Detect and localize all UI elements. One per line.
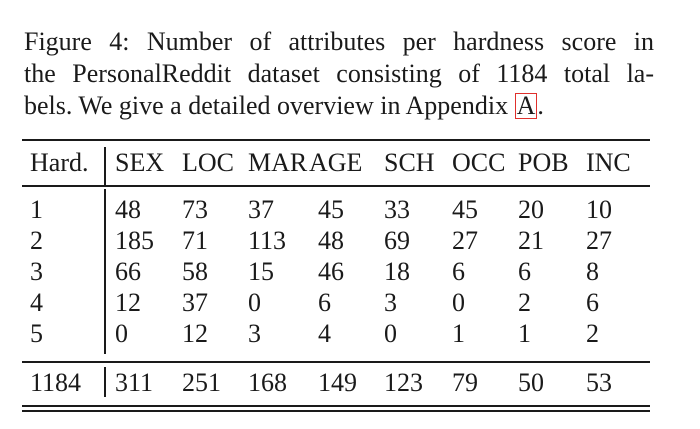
table-cell: 71 [182,226,208,255]
column-separator-header [104,147,106,185]
table-cell: 0 [384,319,397,348]
table-cell: 21 [518,226,544,255]
table-cell: 0 [248,288,261,317]
caption-line-3: bels. We give a detailed overview in App… [24,90,654,122]
table-cell: 8 [586,257,599,286]
header-cell: MAR [248,148,308,177]
table-total-rule [22,361,650,363]
table-cell: 6 [452,257,465,286]
header-cell: LOC [182,148,234,177]
table-cell: 5 [30,319,43,348]
caption-line-3-text: bels. We give a detailed overview in App… [24,91,515,120]
figure-caption: Figure 4: Number of attributes per hardn… [24,26,654,122]
header-cell: INC [586,148,631,177]
column-separator-body [104,189,106,354]
table-bottom-rule-2 [22,410,650,412]
table-cell: 10 [586,195,612,224]
table-cell: 12 [115,288,141,317]
total-cell: 168 [248,368,287,397]
table-cell: 6 [586,288,599,317]
table-cell: 46 [318,257,344,286]
table-cell: 12 [182,319,208,348]
table-row: 4 12 37 0 6 3 0 2 6 [0,287,700,318]
table-cell: 37 [182,288,208,317]
table-header-rule [22,185,650,187]
table-cell: 48 [115,195,141,224]
table-bottom-rule-1 [22,405,650,407]
table-cell: 185 [115,226,154,255]
table-cell: 6 [518,257,531,286]
table-cell: 33 [384,195,410,224]
table-cell: 27 [586,226,612,255]
header-cell: Hard. [30,148,89,177]
table-cell: 27 [452,226,478,255]
table-cell: 66 [115,257,141,286]
table-cell: 2 [30,226,43,255]
table-cell: 6 [318,288,331,317]
table-cell: 3 [248,319,261,348]
total-cell: 53 [586,368,612,397]
total-cell: 1184 [30,368,82,397]
table-cell: 2 [586,319,599,348]
table-cell: 3 [30,257,43,286]
table-cell: 1 [518,319,531,348]
table-cell: 15 [248,257,274,286]
header-cell: SEX [115,148,165,177]
table-row: 5 0 12 3 4 0 1 1 2 [0,318,700,349]
caption-line-2: the PersonalReddit dataset consisting of… [24,59,654,88]
total-cell: 251 [182,368,221,397]
table-top-rule [22,139,650,141]
table-cell: 48 [318,226,344,255]
table-cell: 45 [452,195,478,224]
table-cell: 37 [248,195,274,224]
column-separator-total [104,367,106,397]
caption-line-1: Figure 4: Number of attributes per hardn… [24,27,654,56]
total-cell: 311 [115,368,154,397]
total-cell: 149 [318,368,357,397]
total-cell: 50 [518,368,544,397]
header-cell: AGE [309,148,363,177]
header-cell: SCH [384,148,435,177]
table-cell: 1 [30,195,43,224]
total-cell: 123 [384,368,423,397]
table-row: 3 66 58 15 46 18 6 6 8 [0,256,700,287]
table-cell: 58 [182,257,208,286]
table-cell: 18 [384,257,410,286]
table-header-row: Hard. SEX LOC MAR AGE SCH OCC POB INC [0,147,700,178]
table-row: 1 48 73 37 45 33 45 20 10 [0,194,700,225]
table-cell: 4 [30,288,43,317]
header-cell: OCC [452,148,506,177]
table-cell: 1 [452,319,465,348]
appendix-reference-link[interactable]: A [514,91,538,120]
caption-line-3-end: . [537,91,544,120]
table-cell: 0 [115,319,128,348]
table-cell: 4 [318,319,331,348]
table-cell: 45 [318,195,344,224]
table-cell: 0 [452,288,465,317]
table-total-row: 1184 311 251 168 149 123 79 50 53 [0,367,700,398]
header-cell: POB [518,148,569,177]
table-row: 2 185 71 113 48 69 27 21 27 [0,225,700,256]
table-cell: 3 [384,288,397,317]
total-cell: 79 [452,368,478,397]
table-cell: 69 [384,226,410,255]
table-cell: 113 [248,226,287,255]
table-cell: 73 [182,195,208,224]
table-cell: 20 [518,195,544,224]
table-cell: 2 [518,288,531,317]
